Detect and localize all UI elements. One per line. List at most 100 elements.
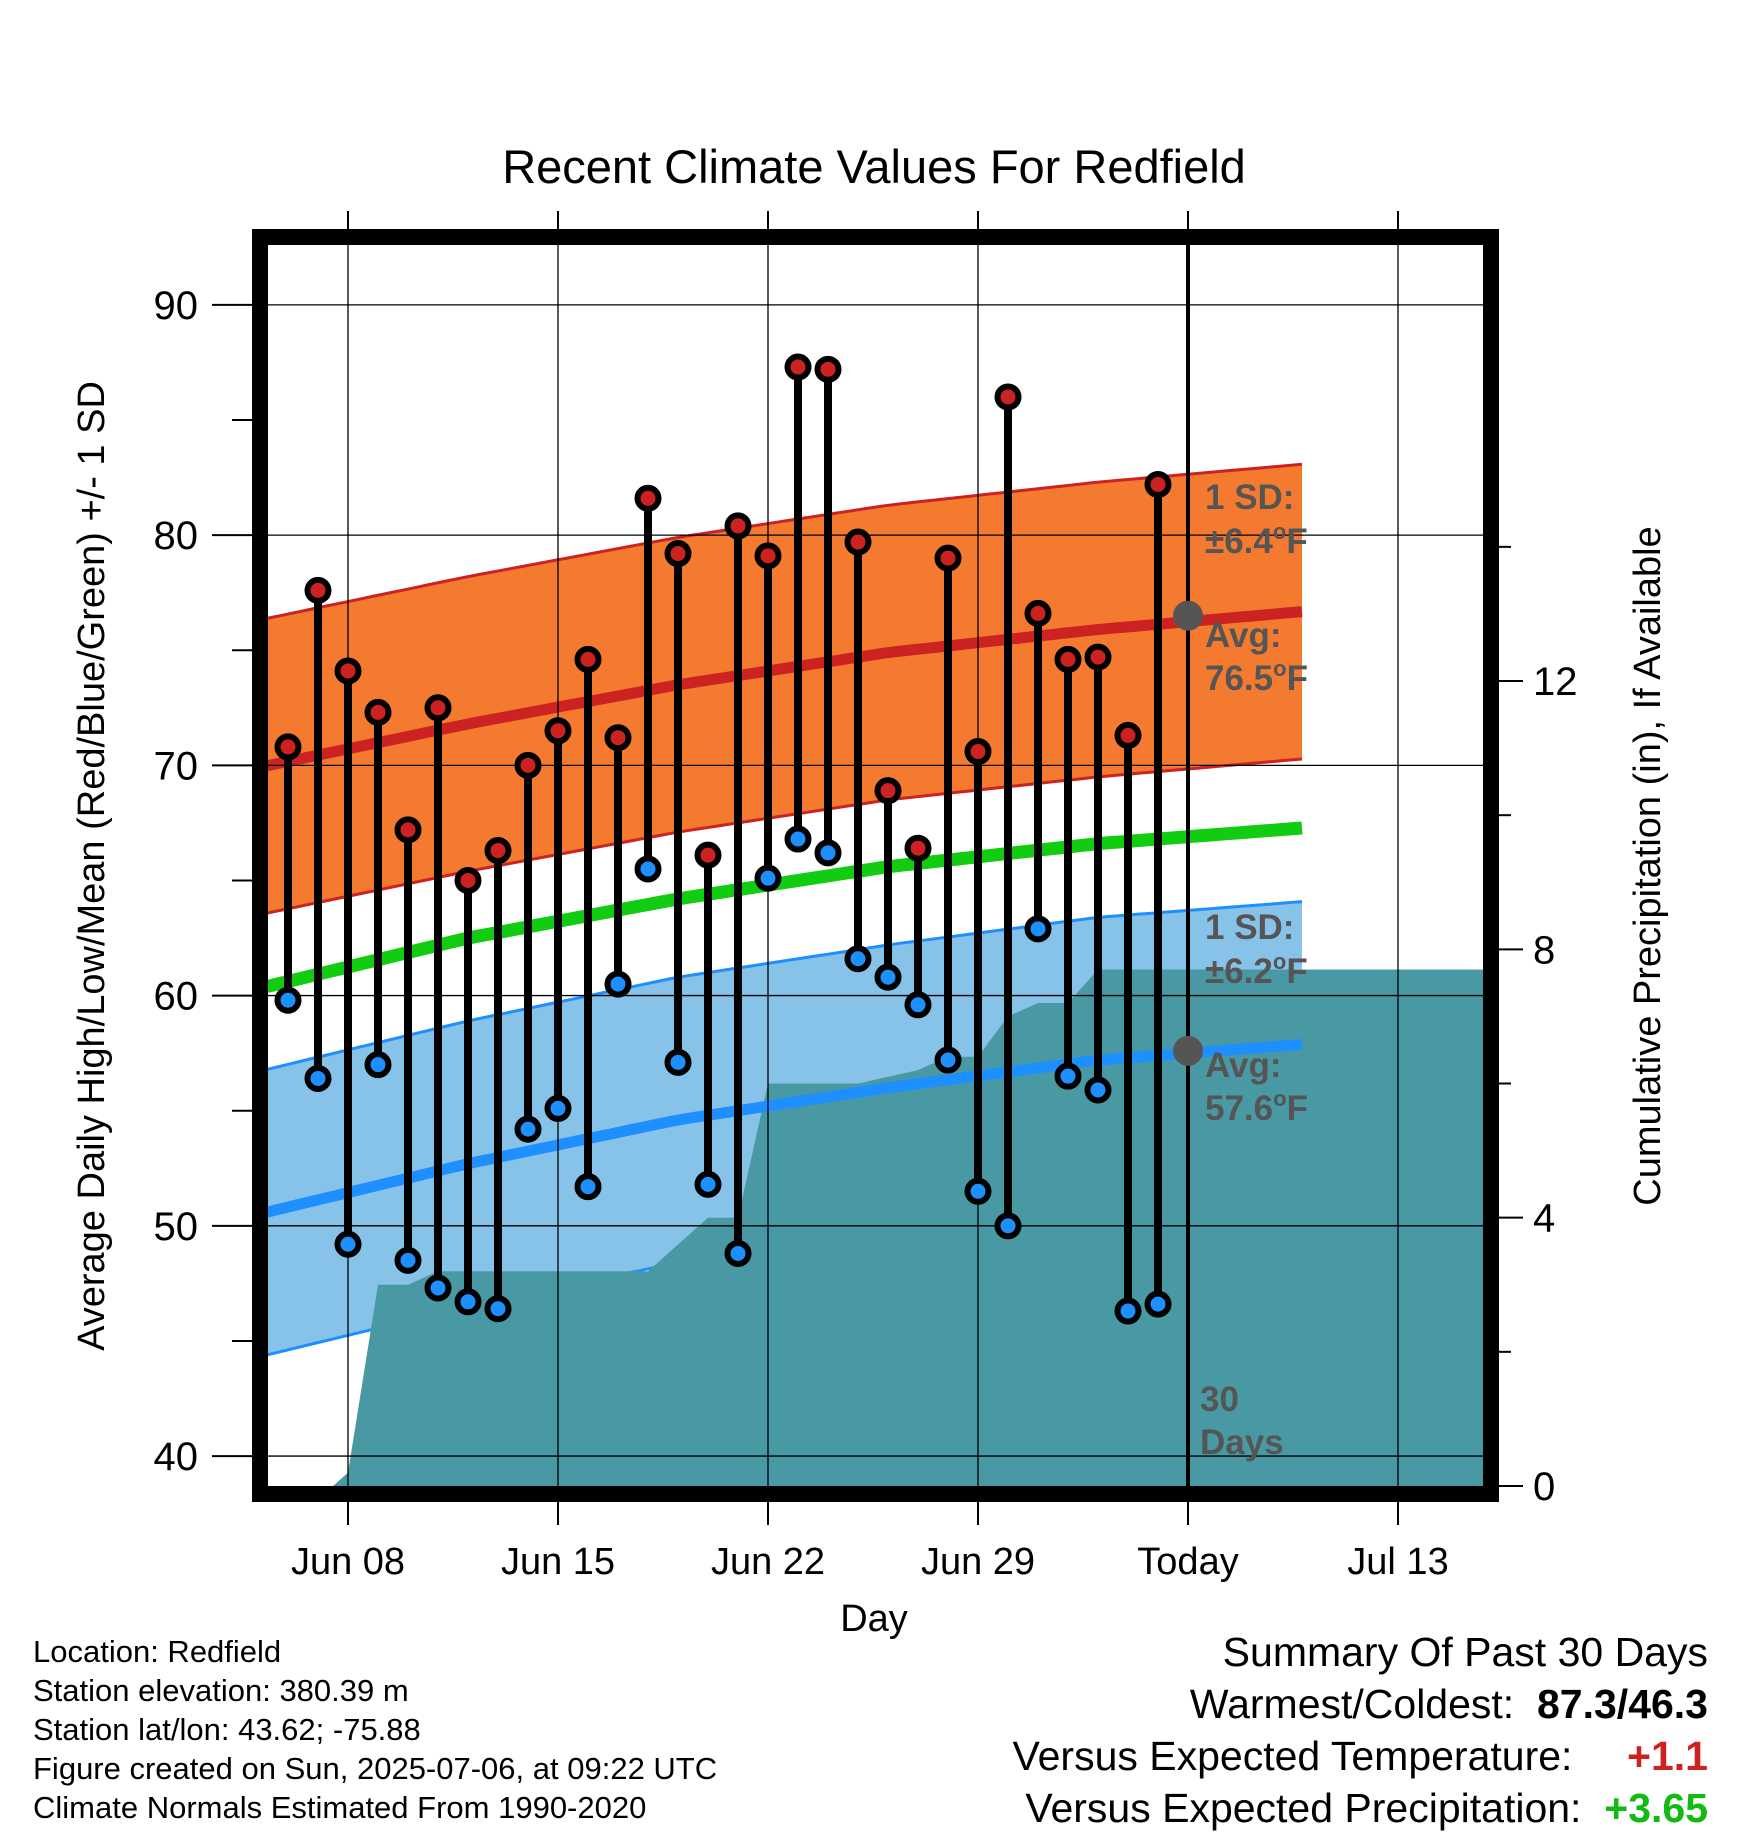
cumulative-precip-area (333, 969, 1483, 1486)
plot-frame (252, 229, 1499, 1502)
normals-text: Climate Normals Estimated From 1990-2020 (33, 1790, 647, 1825)
created-text: Figure created on Sun, 2025-07-06, at 09… (33, 1751, 718, 1786)
observed-low-point (364, 1051, 392, 1079)
observed-low-point (1144, 1290, 1172, 1318)
y2-tick-label: 4 (1533, 1197, 1555, 1241)
low-sd-label: 1 SD: (1205, 908, 1294, 947)
location-text: Location: Redfield (33, 1634, 282, 1669)
precip-vs-expected-label: Versus Expected Precipitation: (1025, 1785, 1582, 1831)
observed-high-point (1114, 721, 1142, 749)
observed-low-point (724, 1239, 752, 1267)
observed-high-point (724, 512, 752, 540)
temp-vs-expected-row: Versus Expected Temperature: +1.1 (1013, 1730, 1708, 1782)
x-tick-label: Jun 15 (501, 1541, 615, 1583)
x-axis-label: Day (840, 1598, 908, 1640)
observed-high-point (574, 645, 602, 673)
observed-high-point (964, 738, 992, 766)
observed-low-point (664, 1048, 692, 1076)
observed-high-point (304, 576, 332, 604)
observed-high-point (1024, 599, 1052, 627)
observed-high-point (1144, 470, 1172, 498)
observed-high-point (484, 837, 512, 865)
observed-high-point (1084, 643, 1112, 671)
observed-high-point (424, 694, 452, 722)
high-sd-value: ±6.4oF (1205, 519, 1308, 561)
observed-low-point (484, 1295, 512, 1323)
observed-high-point (394, 816, 422, 844)
observed-high-point (454, 866, 482, 894)
precip-vs-expected-value: +3.65 (1604, 1785, 1708, 1831)
y2-axis-label: Cumulative Precipitation (in), If Availa… (1627, 526, 1669, 1205)
observed-high-point (664, 540, 692, 568)
observed-low-point (1084, 1076, 1112, 1104)
observed-high-point (364, 698, 392, 726)
observed-low-point (334, 1230, 362, 1258)
today-normal-high-marker (1173, 600, 1203, 631)
days-count-label: 30 (1200, 1380, 1239, 1419)
observed-low-point (304, 1064, 332, 1092)
station-info: Location: Redfield Station elevation: 38… (33, 1632, 717, 1827)
y-tick-label: 70 (154, 744, 199, 788)
observed-high-point (754, 542, 782, 570)
y-axis-label: Average Daily High/Low/Mean (Red/Blue/Gr… (71, 381, 113, 1351)
y-tick-label: 40 (154, 1435, 199, 1479)
observed-low-point (844, 945, 872, 973)
observed-low-point (274, 986, 302, 1014)
observed-high-point (904, 834, 932, 862)
observed-low-point (604, 970, 632, 998)
high-avg-label: Avg: (1205, 616, 1281, 655)
x-tick-label: Jun 22 (711, 1541, 825, 1583)
observed-high-point (1054, 645, 1082, 673)
observed-high-point (604, 724, 632, 752)
warmest-coldest-row: Warmest/Coldest: 87.3/46.3 (1013, 1678, 1708, 1730)
low-avg-label: Avg: (1205, 1046, 1281, 1085)
observed-high-point (784, 353, 812, 381)
observed-high-point (874, 777, 902, 805)
x-tick-label: Jul 13 (1347, 1541, 1448, 1583)
observed-high-point (844, 528, 872, 556)
y-tick-label: 60 (154, 975, 199, 1019)
observed-high-point (694, 841, 722, 869)
observed-high-point (514, 751, 542, 779)
observed-high-point (814, 355, 842, 383)
x-tick-label: Today (1137, 1541, 1238, 1583)
observed-low-point (1024, 915, 1052, 943)
observed-low-point (514, 1115, 542, 1143)
observed-low-point (964, 1177, 992, 1205)
y2-tick-label: 12 (1533, 660, 1578, 704)
observed-low-point (904, 991, 932, 1019)
x-tick-label: Jun 08 (291, 1541, 405, 1583)
observed-low-point (544, 1094, 572, 1122)
observed-low-point (454, 1288, 482, 1316)
y-tick-label: 80 (154, 514, 199, 558)
today-normal-low-marker (1173, 1035, 1203, 1066)
observed-high-point (334, 657, 362, 685)
temp-vs-expected-label: Versus Expected Temperature: (1012, 1733, 1573, 1779)
observed-low-point (874, 963, 902, 991)
observed-low-point (1114, 1297, 1142, 1325)
warmest-coldest-value: 87.3/46.3 (1537, 1681, 1708, 1727)
observed-high-point (544, 717, 572, 745)
x-tick-label: Jun 29 (921, 1541, 1035, 1583)
observed-low-point (754, 864, 782, 892)
warmest-coldest-label: Warmest/Coldest: (1189, 1681, 1515, 1727)
observed-low-point (574, 1173, 602, 1201)
observed-low-point (694, 1170, 722, 1198)
observed-low-point (634, 855, 662, 883)
observed-high-point (994, 383, 1022, 411)
y-tick-label: 50 (154, 1205, 199, 1249)
observed-high-point (934, 544, 962, 572)
high-sd-upper-line (268, 462, 1303, 620)
latlon-text: Station lat/lon: 43.62; -75.88 (33, 1712, 421, 1747)
temp-vs-expected-value: +1.1 (1627, 1733, 1708, 1779)
y-tick-label: 90 (154, 284, 199, 328)
precip-vs-expected-row: Versus Expected Precipitation: +3.65 (1013, 1782, 1708, 1834)
observed-low-point (784, 825, 812, 853)
chart-title: Recent Climate Values For Redfield (502, 140, 1246, 193)
y2-tick-label: 8 (1533, 928, 1555, 972)
observed-low-point (394, 1246, 422, 1274)
high-sd-label: 1 SD: (1205, 478, 1294, 517)
high-avg-value: 76.5oF (1205, 656, 1308, 698)
